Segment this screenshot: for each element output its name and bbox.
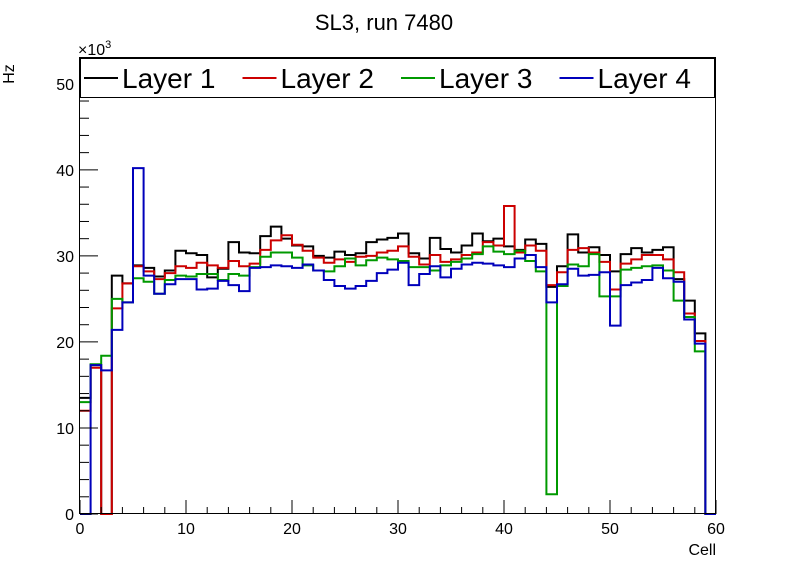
- x-tick-label: 10: [177, 521, 195, 538]
- y-exponent-label: ×103: [78, 39, 111, 59]
- chart-title: SL3, run 7480: [315, 10, 453, 35]
- legend-label: Layer 2: [281, 63, 374, 94]
- legend-entry-layer-2: Layer 2: [242, 63, 374, 94]
- x-tick-label: 60: [707, 521, 725, 538]
- legend-label: Layer 4: [598, 63, 691, 94]
- legend-entry-layer-4: Layer 4: [559, 63, 691, 94]
- series-line-layer-2: [80, 204, 716, 515]
- series-line-layer-4: [80, 167, 716, 515]
- ticks-layer: 0 10 20 30 40 50 60 0 10 20 30 40 50: [56, 66, 725, 538]
- x-axis-label: Cell: [688, 542, 716, 559]
- x-tick-label: 50: [601, 521, 619, 538]
- series-line-layer-3: [80, 245, 716, 515]
- legend-items: Layer 1 Layer 2 Layer 3 Layer 4: [84, 63, 691, 94]
- legend-box: [80, 58, 715, 98]
- y-tick-label: 30: [56, 249, 74, 266]
- legend-entry-layer-3: Layer 3: [401, 63, 532, 94]
- legend-entry-layer-1: Layer 1: [84, 63, 215, 94]
- series-line-layer-1: [80, 225, 716, 515]
- y-exponent-power: 3: [105, 39, 111, 51]
- series-layer: [80, 167, 716, 515]
- x-tick-label: 20: [283, 521, 301, 538]
- legend-label: Layer 3: [439, 63, 532, 94]
- x-tick-label: 30: [389, 521, 407, 538]
- y-tick-label: 40: [56, 163, 74, 180]
- x-tick-label: 0: [76, 521, 85, 538]
- legend-label: Layer 1: [122, 63, 215, 94]
- y-axis-label: Hz: [1, 64, 18, 84]
- y-tick-label: 0: [65, 507, 74, 524]
- x-tick-label: 40: [495, 521, 513, 538]
- y-tick-label: 10: [56, 421, 74, 438]
- y-tick-label: 50: [56, 77, 74, 94]
- y-exponent-base: ×10: [78, 42, 105, 59]
- legend: Layer 1 Layer 2 Layer 3 Layer 4: [80, 58, 715, 98]
- y-tick-label: 20: [56, 335, 74, 352]
